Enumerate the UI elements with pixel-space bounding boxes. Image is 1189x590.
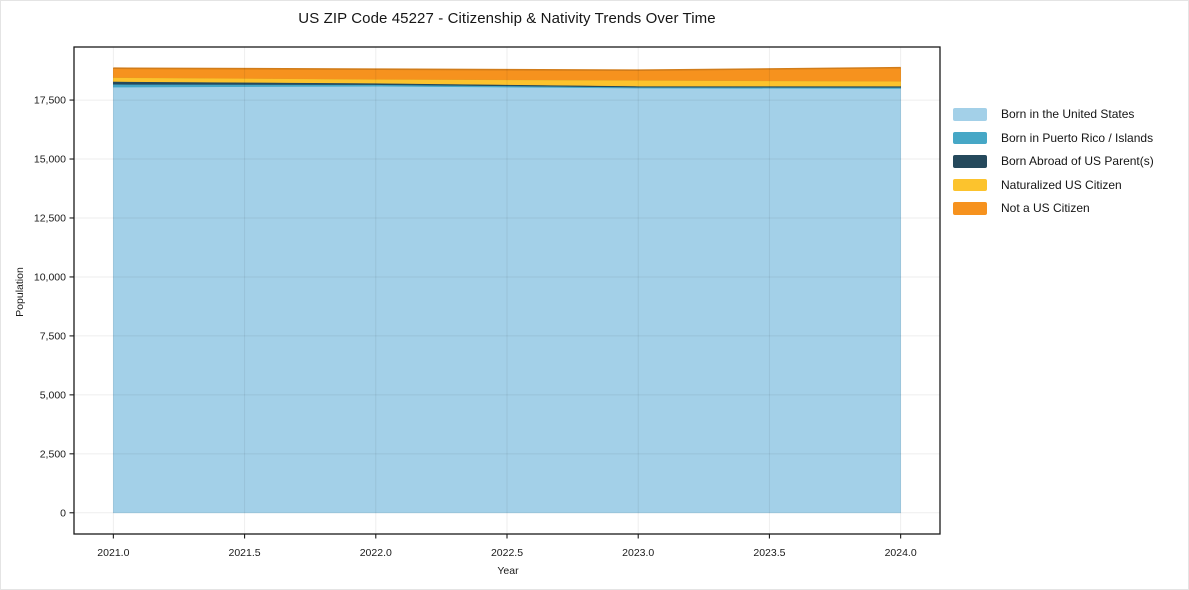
legend-item: Born Abroad of US Parent(s) bbox=[953, 155, 1154, 168]
legend-item: Born in the United States bbox=[953, 108, 1154, 121]
x-tick-label: 2024.0 bbox=[885, 547, 917, 559]
legend: Born in the United States Born in Puerto… bbox=[953, 108, 1154, 215]
y-tick-label: 17,500 bbox=[34, 95, 66, 107]
x-tick-label: 2022.0 bbox=[360, 547, 392, 559]
x-axis-label: Year bbox=[497, 565, 519, 577]
legend-swatch-not-citizen bbox=[953, 202, 987, 215]
chart-title: US ZIP Code 45227 - Citizenship & Nativi… bbox=[298, 10, 716, 27]
legend-label: Born in the United States bbox=[1001, 107, 1135, 121]
y-tick-label: 2,500 bbox=[40, 448, 66, 460]
legend-item: Not a US Citizen bbox=[953, 202, 1154, 215]
y-axis-label: Population bbox=[14, 267, 26, 317]
legend-label: Not a US Citizen bbox=[1001, 201, 1090, 215]
legend-item: Born in Puerto Rico / Islands bbox=[953, 130, 1154, 145]
x-tick-label: 2021.0 bbox=[97, 547, 129, 559]
legend-label: Born in Puerto Rico / Islands bbox=[1001, 130, 1154, 145]
x-tick-label: 2022.5 bbox=[491, 547, 523, 559]
y-tick-label: 10,000 bbox=[34, 271, 66, 283]
x-tick-label: 2023.0 bbox=[622, 547, 654, 559]
legend-label: Born Abroad of US Parent(s) bbox=[1001, 154, 1154, 168]
y-tick-label: 7,500 bbox=[40, 330, 66, 342]
y-tick-label: 12,500 bbox=[34, 212, 66, 224]
y-tick-label: 0 bbox=[60, 507, 66, 519]
x-tick-label: 2021.5 bbox=[229, 547, 261, 559]
legend-swatch-born-abroad bbox=[953, 155, 987, 168]
legend-item: Naturalized US Citizen bbox=[953, 177, 1154, 192]
legend-swatch-puerto-rico bbox=[953, 131, 987, 144]
legend-swatch-born-us bbox=[953, 108, 987, 121]
legend-label: Naturalized US Citizen bbox=[1001, 177, 1122, 192]
area-edge-not-a-us-citizen bbox=[113, 66, 901, 72]
legend-swatch-naturalized bbox=[953, 178, 987, 191]
y-tick-label: 5,000 bbox=[40, 389, 66, 401]
x-tick-label: 2023.5 bbox=[753, 547, 785, 559]
y-tick-label: 15,000 bbox=[34, 154, 66, 166]
